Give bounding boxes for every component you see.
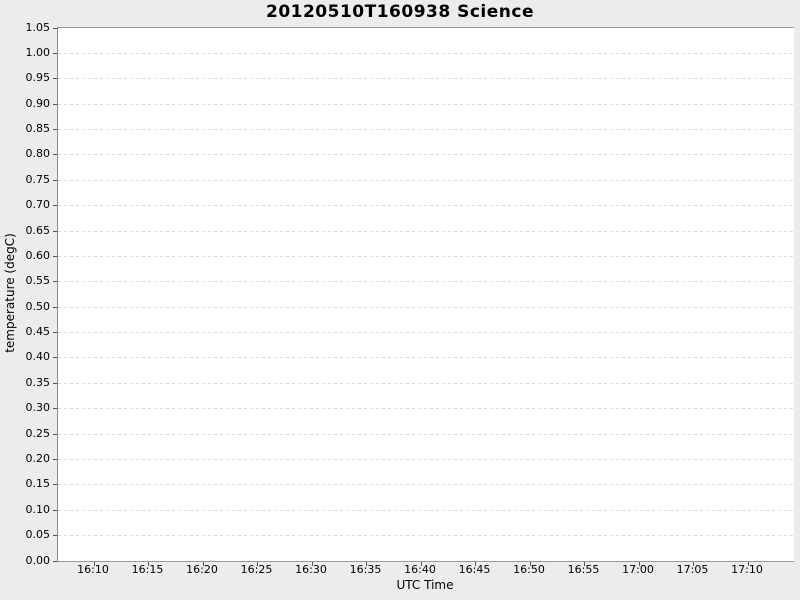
chart-title: 20120510T160938 Science xyxy=(265,2,534,22)
y-tick-label: 0.80 xyxy=(25,147,51,161)
x-tick-label: 16:10 xyxy=(77,563,109,576)
y-tick xyxy=(53,230,57,232)
y-tick xyxy=(53,281,57,283)
gridline xyxy=(58,52,794,54)
gridline xyxy=(58,458,794,460)
x-tick-label: 16:40 xyxy=(404,563,436,576)
x-tick-label: 16:50 xyxy=(513,563,545,576)
y-tick xyxy=(53,357,57,359)
gridline xyxy=(58,205,794,207)
y-tick xyxy=(53,408,57,410)
y-tick xyxy=(53,27,57,29)
x-tick xyxy=(747,562,749,566)
x-tick-label: 16:30 xyxy=(295,563,327,576)
y-tick xyxy=(53,179,57,181)
y-tick xyxy=(53,255,57,257)
x-tick xyxy=(93,562,95,566)
x-tick xyxy=(366,562,367,566)
x-tick-label: 17:10 xyxy=(731,563,763,576)
y-tick xyxy=(53,205,57,207)
gridline xyxy=(58,230,794,232)
gridline xyxy=(58,509,794,511)
y-tick-label: 0.05 xyxy=(25,528,51,542)
y-tick-label: 0.90 xyxy=(25,96,51,110)
y-tick-label: 0.55 xyxy=(25,274,51,288)
gridline xyxy=(58,78,794,80)
x-tick xyxy=(638,562,640,566)
gridline xyxy=(58,357,794,359)
gridline xyxy=(58,332,794,334)
y-tick xyxy=(53,332,57,334)
x-tick-label: 16:55 xyxy=(567,563,600,576)
y-tick xyxy=(53,535,57,537)
x-tick xyxy=(420,562,422,566)
plot-area xyxy=(53,27,794,566)
y-tick-label: 0.15 xyxy=(25,477,51,491)
y-tick-label: 0.60 xyxy=(25,248,51,262)
x-tick xyxy=(257,562,258,566)
x-tick xyxy=(202,562,204,566)
y-tick-label: 1.05 xyxy=(25,20,51,34)
x-tick-label: 16:45 xyxy=(458,563,491,576)
gridline xyxy=(58,382,794,384)
y-tick-label: 0.45 xyxy=(25,325,51,339)
x-tick xyxy=(311,562,313,566)
gridline xyxy=(58,408,794,410)
gridline xyxy=(58,306,794,308)
x-tick-label: 16:25 xyxy=(240,563,273,576)
y-tick xyxy=(53,154,57,156)
y-tick-label: 0.40 xyxy=(25,350,51,364)
y-tick-label: 0.85 xyxy=(25,122,51,136)
y-tick-label: 0.70 xyxy=(25,198,51,212)
y-tick-label: 1.00 xyxy=(25,45,51,59)
gridline xyxy=(58,281,794,283)
gridline xyxy=(58,535,794,537)
y-tick xyxy=(53,103,57,105)
x-tick-label: 16:20 xyxy=(186,563,218,576)
gridline xyxy=(58,179,794,181)
y-tick xyxy=(53,382,57,384)
y-tick-label: 0.65 xyxy=(25,223,51,237)
y-tick-label: 0.95 xyxy=(25,71,51,85)
y-tick xyxy=(53,484,57,486)
y-tick xyxy=(53,458,57,460)
y-tick xyxy=(53,129,57,131)
y-tick-label: 0.30 xyxy=(25,401,51,415)
gridline xyxy=(58,103,794,105)
x-tick xyxy=(584,562,585,566)
x-tick xyxy=(148,562,149,566)
gridline xyxy=(58,129,794,131)
x-axis-label: UTC Time xyxy=(396,578,454,592)
y-tick xyxy=(53,306,57,308)
y-tick xyxy=(53,52,57,54)
y-tick-label: 0.35 xyxy=(25,375,51,389)
y-tick-label: 0.50 xyxy=(25,299,51,313)
x-tick xyxy=(693,562,694,566)
x-tick xyxy=(475,562,476,566)
y-tick xyxy=(53,560,57,562)
x-tick-label: 17:00 xyxy=(622,563,654,576)
gridline xyxy=(58,154,794,156)
y-tick xyxy=(53,509,57,511)
y-tick-label: 0.00 xyxy=(25,553,51,567)
gridline xyxy=(58,484,794,486)
x-tick-label: 17:05 xyxy=(676,563,709,576)
x-tick-label: 16:15 xyxy=(131,563,164,576)
y-tick xyxy=(53,433,57,435)
y-tick xyxy=(53,78,57,80)
y-tick-label: 0.20 xyxy=(25,451,51,465)
y-tick-label: 0.75 xyxy=(25,172,51,186)
y-tick-label: 0.10 xyxy=(25,502,51,516)
x-tick-label: 16:35 xyxy=(349,563,382,576)
gridline xyxy=(58,255,794,257)
x-tick xyxy=(529,562,531,566)
y-tick-label: 0.25 xyxy=(25,426,51,440)
gridline xyxy=(58,433,794,435)
